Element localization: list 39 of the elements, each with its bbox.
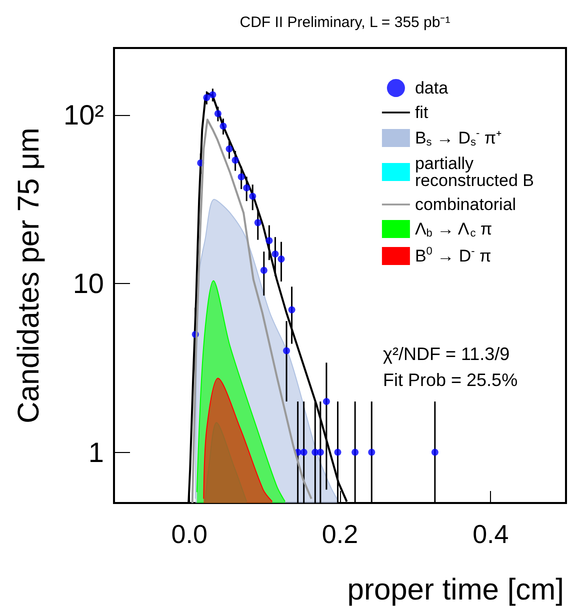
y-axis-title: Candidates per 75 μm xyxy=(12,128,46,424)
legend-label: partially reconstructed B xyxy=(414,154,534,190)
legend-label: fit xyxy=(414,103,428,122)
x-axis-title: proper time [cm] xyxy=(347,574,564,606)
point xyxy=(232,156,239,164)
point xyxy=(322,398,330,405)
point xyxy=(266,237,273,244)
point xyxy=(220,122,227,130)
chart-title: CDF II Preliminary, L = 355 pb⁻¹ xyxy=(240,14,450,31)
y-tick-label: 1 xyxy=(88,436,104,468)
point xyxy=(283,347,290,354)
point xyxy=(238,173,245,180)
y-tick-label: 10 xyxy=(72,268,104,300)
point xyxy=(209,91,216,98)
point xyxy=(272,250,279,258)
y-tick-label: 10² xyxy=(64,100,104,131)
line-series xyxy=(191,118,312,504)
point xyxy=(316,448,324,456)
annotation: Fit Prob = 25.5% xyxy=(383,370,518,390)
point xyxy=(226,145,233,152)
point xyxy=(214,110,222,118)
point xyxy=(249,192,256,200)
point xyxy=(260,266,268,274)
x-tick-label: 0.2 xyxy=(322,519,358,549)
point xyxy=(203,94,210,102)
point xyxy=(254,219,262,226)
point xyxy=(431,448,438,456)
legend-label: data xyxy=(414,78,449,98)
point xyxy=(278,256,285,263)
point xyxy=(243,184,250,192)
point xyxy=(352,448,359,456)
annotation: χ²/NDF = 11.3/9 xyxy=(383,344,510,364)
legend-label: combinatorial xyxy=(414,195,516,214)
x-tick-label: 0.4 xyxy=(472,519,509,549)
x-tick-label: 0.0 xyxy=(171,519,208,549)
point xyxy=(334,448,342,456)
point xyxy=(368,448,376,456)
point xyxy=(288,306,296,314)
point xyxy=(300,448,308,456)
